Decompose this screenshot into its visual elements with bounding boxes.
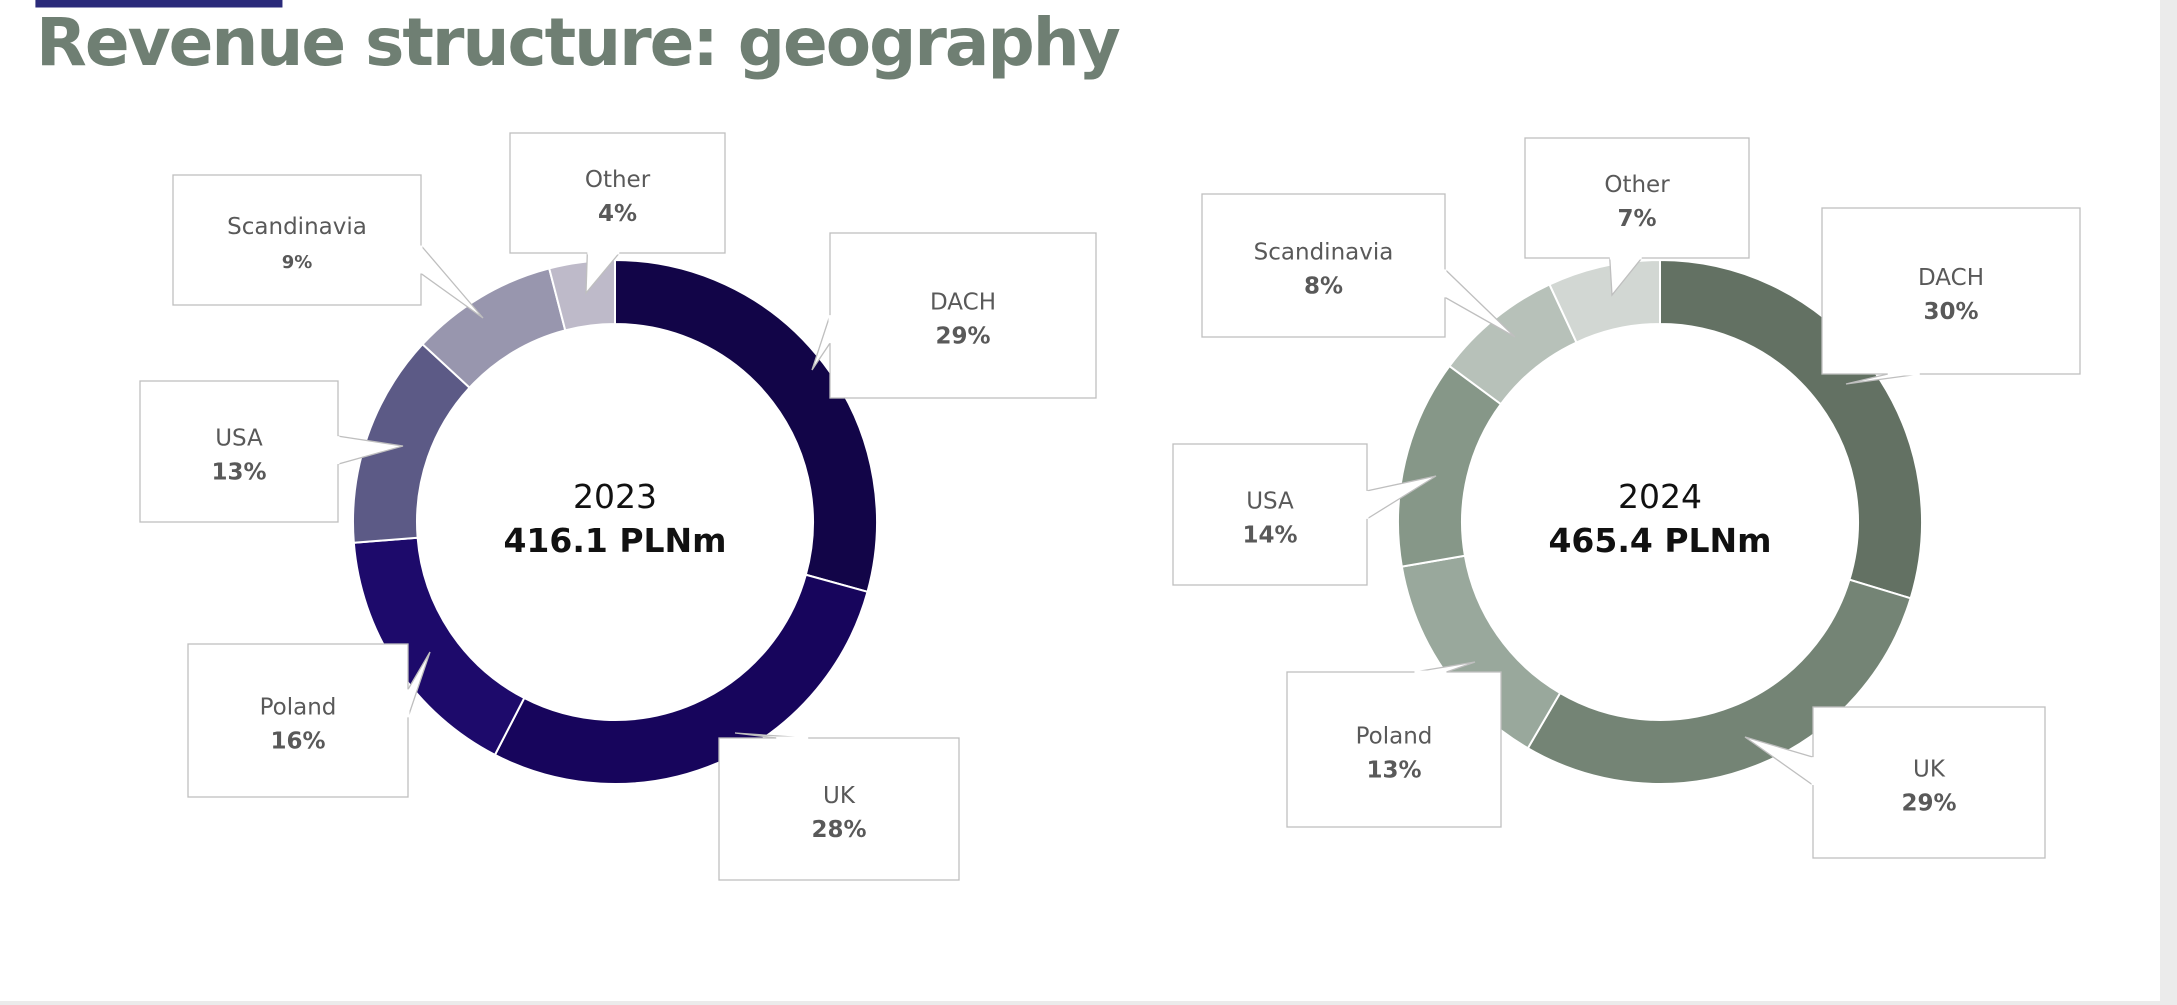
scrollbar-track (2160, 0, 2177, 1005)
callout-box (1812, 706, 2046, 859)
callout-box (172, 174, 422, 306)
callout-box (718, 737, 960, 881)
callout-poland: Poland 13% (1286, 661, 1502, 828)
callout-value: 4% (598, 201, 637, 227)
center-year-label: 2024 (1618, 477, 1702, 516)
callout-label: DACH (1918, 265, 1984, 291)
callout-pointer (1444, 267, 1516, 338)
callout-box (1821, 207, 2081, 375)
callout-other: Other 7% (1524, 137, 1750, 297)
callout-box (139, 380, 339, 523)
callout-box (1201, 193, 1446, 338)
donut-chart-2024: DACH 30% UK 29% Poland 13% USA 14% Scandinavia 8%… (1172, 137, 2081, 859)
callout-value: 16% (270, 729, 325, 755)
center-total-value: 465.4 PLNm (1548, 521, 1771, 560)
callout-other: Other 4% (509, 132, 726, 295)
clipped-previous-title: █████ (36, 0, 282, 2)
callout-label: Scandinavia (1254, 240, 1394, 266)
callout-label: DACH (930, 290, 996, 316)
callout-usa: USA 14% (1172, 443, 1437, 586)
callout-value: 30% (1923, 299, 1978, 325)
callout-label: Scandinavia (227, 214, 367, 240)
callout-box (1524, 137, 1750, 259)
callout-usa: USA 13% (139, 380, 404, 523)
callout-poland: Poland 16% (187, 643, 431, 798)
callout-dach: DACH 30% (1821, 207, 2081, 385)
center-total-value: 416.1 PLNm (503, 521, 726, 560)
callout-scandinavia: Scandinavia 9% (172, 174, 484, 319)
center-year-label: 2023 (573, 477, 657, 516)
callout-pointer (420, 243, 484, 319)
callout-uk: UK 29% (1744, 706, 2046, 859)
callout-value: 29% (1901, 791, 1956, 817)
callout-dach: DACH 29% (811, 232, 1097, 399)
callout-box (1172, 443, 1368, 586)
donut-slice-other (1548, 258, 1661, 344)
callout-label: USA (215, 426, 263, 452)
callout-box (509, 132, 726, 254)
callout-box (187, 643, 409, 798)
callout-label: Poland (260, 695, 337, 721)
callout-scandinavia: Scandinavia 8% (1201, 193, 1516, 338)
donut-slice-dach (1659, 258, 1923, 600)
callout-box (829, 232, 1097, 399)
callout-uk: UK 28% (718, 732, 960, 881)
callout-box (1286, 671, 1502, 828)
page-title: Revenue structure: geography (36, 4, 1121, 81)
page-bottom-border (0, 1001, 2160, 1005)
donut-slice-poland (1397, 364, 1503, 568)
callout-value: 13% (1366, 758, 1421, 784)
callout-value: 13% (211, 460, 266, 486)
callout-value: 28% (811, 817, 866, 843)
callout-label: Other (1604, 172, 1670, 198)
callout-value: 9% (282, 252, 313, 273)
donut-chart-2023: DACH 29% UK 28% Poland 16% USA 13% Scandinavia 9%… (139, 132, 1097, 881)
callout-value: 29% (935, 324, 990, 350)
callout-label: UK (1913, 757, 1946, 783)
callout-value: 8% (1304, 274, 1343, 300)
callout-label: UK (823, 783, 856, 809)
callout-label: USA (1246, 489, 1294, 515)
callout-value: 7% (1617, 206, 1656, 232)
callout-label: Poland (1356, 724, 1433, 750)
callout-label: Other (585, 167, 651, 193)
callout-value: 14% (1242, 523, 1297, 549)
